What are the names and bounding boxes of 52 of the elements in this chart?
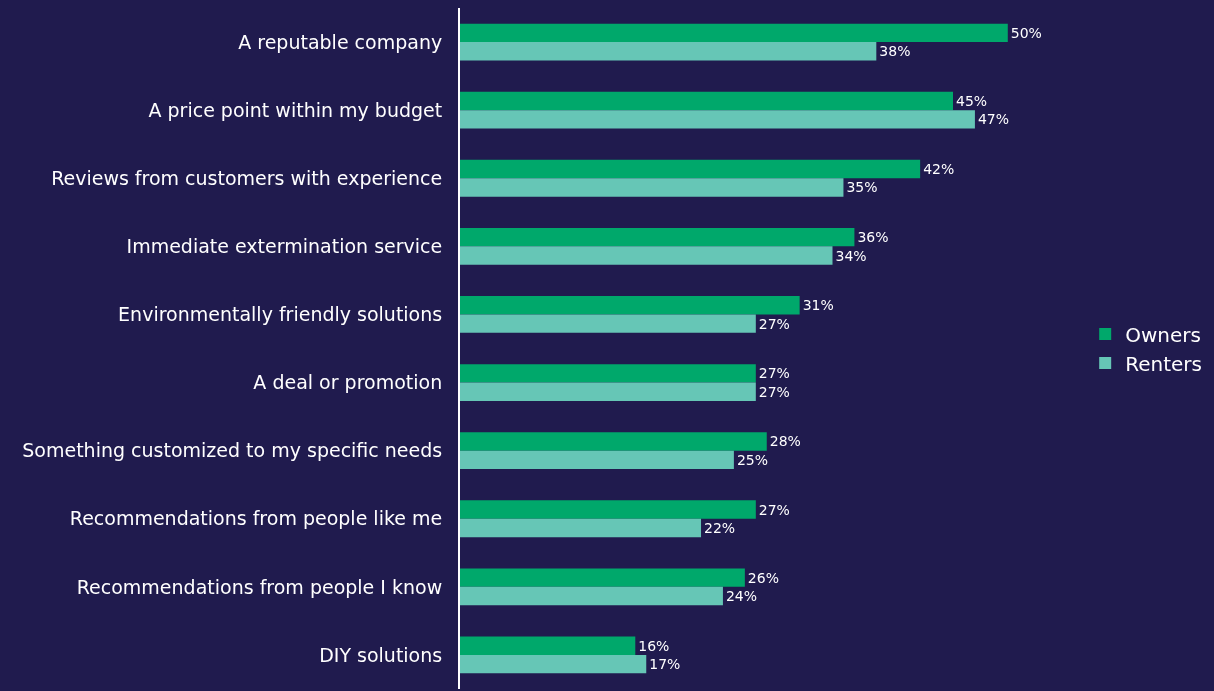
bar [460,159,921,179]
data-label: 27% [758,365,790,382]
data-label: 42% [923,161,955,178]
legend-label: Renters [1125,351,1202,376]
bar [460,23,1008,43]
bar [460,382,756,401]
y-tick-label: Recommendations from people like me [69,507,443,530]
bar [460,314,756,333]
bar [460,450,734,470]
bar [460,42,877,61]
data-label: 27% [758,315,790,332]
data-label: 26% [747,569,779,586]
data-label: 36% [857,229,889,246]
bar [460,91,954,111]
y-tick-label: Recommendations from people I know [76,575,443,598]
bar [460,432,767,451]
data-label: 28% [769,433,801,450]
bar [460,364,756,383]
bar [460,296,800,315]
data-label: 25% [736,451,769,468]
data-label: 35% [846,179,878,196]
y-tick-label: A price point within my budget [148,98,443,121]
data-label: 38% [879,43,911,60]
data-label: 27% [758,501,790,518]
data-label: 34% [835,247,867,264]
y-tick-label: DIY solutions [319,643,443,666]
bar [460,246,833,265]
data-label: 16% [638,637,670,654]
bar [460,636,636,655]
y-tick-label: Something customized to my specific needs [22,439,443,462]
data-label: 22% [704,519,736,536]
y-tick-label: Reviews from customers with experience [51,166,443,189]
y-tick-label: Immediate extermination service [126,235,443,257]
bar [460,654,647,674]
data-label: 27% [758,383,790,400]
bar [460,178,844,197]
data-label: 47% [977,111,1010,128]
data-label: 31% [802,297,834,314]
y-tick-label: Environmentally friendly solutions [118,303,443,326]
legend-label: Owners [1125,322,1201,347]
data-label: 17% [649,656,681,673]
bar [460,500,756,519]
bar [460,568,745,587]
y-tick-label: A deal or promotion [253,371,443,394]
y-tick-label: A reputable company [238,30,443,53]
bar [460,227,855,247]
bar [460,110,975,129]
data-label: 45% [956,92,988,109]
bar [460,518,702,538]
data-label: 24% [725,588,758,605]
data-label: 50% [1010,24,1042,41]
bar [460,586,723,606]
